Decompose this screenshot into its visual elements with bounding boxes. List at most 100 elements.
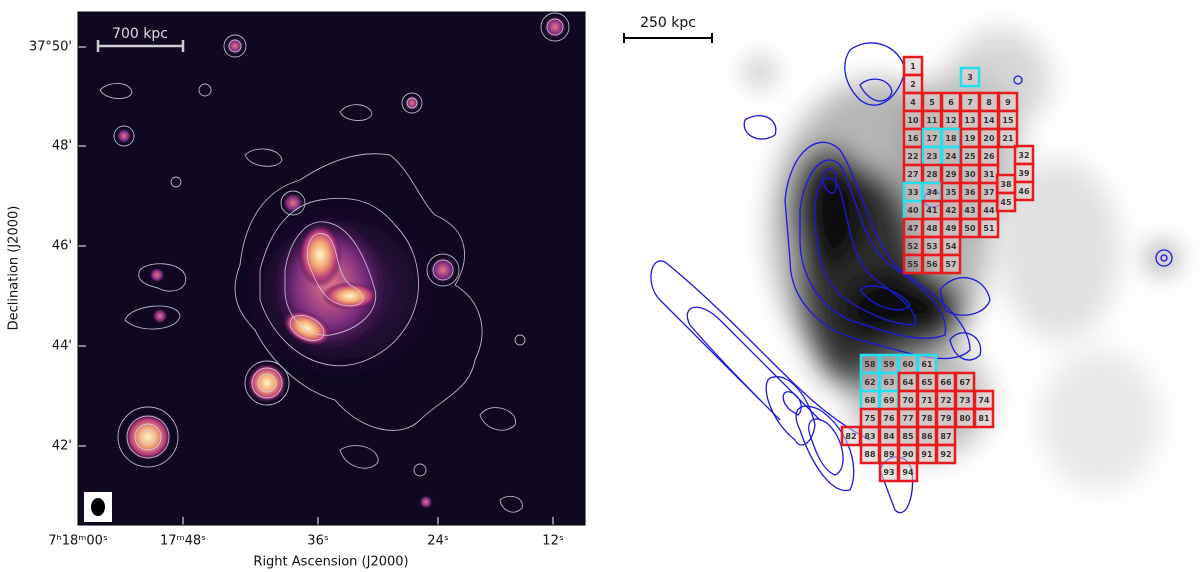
region-label: 37 [983,188,994,197]
region: 59 [878,353,900,375]
scale-bar [96,40,185,52]
region-label: 57 [945,260,956,269]
region-label: 68 [864,396,876,405]
region: 66 [935,371,957,393]
x-tick-label: 7ʰ18ᵐ00ˢ [48,534,108,549]
region: 47 [902,217,924,239]
region-label: 44 [983,206,995,215]
region: 10 [902,109,924,131]
region-label: 73 [959,396,970,405]
region: 12 [940,109,962,131]
region: 92 [935,443,957,465]
region: 84 [878,425,900,447]
region-box [1013,180,1035,202]
region: 20 [978,127,1000,149]
region-label: 86 [921,432,933,441]
scale-bar [623,33,713,43]
region-label: 8 [986,98,992,107]
region-label: 39 [1018,169,1030,178]
x-tick-label: 24ˢ [427,534,449,549]
region: 50 [959,217,981,239]
region-label: 91 [921,450,933,459]
region: 37 [978,181,1000,203]
region: 82 [840,425,862,447]
region-label: 30 [964,170,976,179]
region: 25 [959,145,981,167]
region: 6 [940,91,962,113]
region: 86 [916,425,938,447]
region-label: 75 [864,414,876,423]
region-label: 20 [983,134,995,143]
region-label: 41 [926,206,938,215]
region-label: 16 [907,134,919,143]
region-label: 52 [907,242,918,251]
region: 17 [921,127,943,149]
region-label: 93 [883,468,894,477]
region: 51 [978,217,1000,239]
region-label: 47 [907,224,918,233]
region: 64 [897,371,919,393]
y-tick-label: 46' [52,239,72,254]
region-label: 42 [945,206,956,215]
region-label: 70 [902,396,914,405]
region-label: 88 [864,450,876,459]
region: 11 [921,109,943,131]
region: 27 [902,163,924,185]
region: 69 [878,389,900,411]
region: 43 [959,199,981,221]
region: 75 [859,407,881,429]
region: 72 [935,389,957,411]
region-label: 19 [964,134,976,143]
region-label: 10 [907,116,919,125]
y-axis-label: Declination (J2000) [7,206,22,331]
region-label: 49 [945,224,957,233]
region: 79 [935,407,957,429]
region-label: 1 [910,62,916,71]
region-label: 13 [964,116,975,125]
region: 80 [954,407,976,429]
region: 90 [897,443,919,465]
region: 58 [859,353,881,375]
region-label: 85 [902,432,914,441]
region-label: 5 [929,98,935,107]
region-label: 71 [921,396,933,405]
region-label: 92 [940,450,951,459]
region-label: 21 [1002,134,1014,143]
region: 60 [897,353,919,375]
region-label: 35 [945,188,957,197]
region: 61 [916,353,938,375]
frame [77,11,586,526]
region-label: 69 [883,396,895,405]
region: 15 [997,109,1019,131]
region-label: 51 [983,224,995,233]
region: 24 [940,145,962,167]
region: 67 [954,371,976,393]
region: 13 [959,109,981,131]
region-label: 56 [926,260,938,269]
x-axis-label: Right Ascension (J2000) [253,555,408,570]
region-label: 58 [864,360,876,369]
region: 68 [859,389,881,411]
region: 83 [859,425,881,447]
region: 88 [859,443,881,465]
region-box [973,407,995,429]
region: 38 [995,173,1017,195]
region: 34 [921,181,943,203]
region-label: 62 [864,378,875,387]
region-label: 18 [945,134,957,143]
region-label: 77 [902,414,913,423]
region-label: 48 [926,224,938,233]
region-label: 72 [940,396,951,405]
region-label: 64 [902,378,914,387]
region-label: 74 [978,396,990,405]
region: 71 [916,389,938,411]
region: 55 [902,253,924,275]
region-label: 53 [926,242,937,251]
region: 33 [902,181,924,203]
region-label: 87 [940,432,951,441]
region: 49 [940,217,962,239]
region: 2 [902,73,924,95]
region-label: 61 [921,360,933,369]
region: 8 [978,91,1000,113]
region-label: 94 [902,468,914,477]
